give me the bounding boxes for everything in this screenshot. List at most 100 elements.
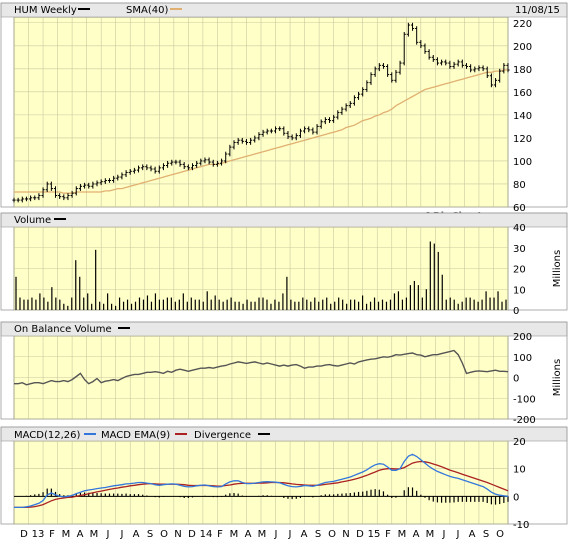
price-bar — [16, 197, 20, 203]
x-tick-label: F — [217, 529, 223, 540]
price-bar — [257, 132, 261, 141]
x-tick-label: M — [426, 529, 435, 540]
price-bar — [37, 193, 41, 201]
price-bar — [186, 164, 190, 171]
x-tick-label: 13 — [32, 529, 45, 540]
price-bar — [319, 119, 323, 129]
price-bar — [219, 158, 224, 166]
price-bar — [244, 139, 249, 145]
y-tick-label: 220 — [513, 19, 532, 30]
price-bar — [107, 178, 112, 183]
price-bar — [502, 63, 506, 74]
divergence-legend-label: Divergence — [194, 430, 251, 441]
price-bar — [116, 174, 120, 181]
x-tick-label: N — [342, 529, 349, 540]
price-bar — [145, 164, 149, 171]
y-tick-label: 60 — [513, 203, 526, 214]
x-tick-label: S — [147, 529, 153, 540]
price-bar — [481, 65, 485, 72]
price-bar — [120, 172, 124, 180]
price-bar — [132, 167, 136, 174]
obv-title: On Balance Volume — [14, 324, 112, 335]
price-bar — [41, 187, 45, 198]
price-bar — [49, 181, 53, 191]
price-bar — [469, 64, 473, 73]
price-bar — [141, 164, 145, 171]
price-bar — [33, 195, 37, 201]
price-bar — [265, 128, 269, 135]
x-tick-label: A — [77, 529, 84, 540]
price-bar — [282, 126, 286, 136]
y-tick-label: 10 — [513, 465, 526, 476]
x-tick-label: D — [20, 529, 28, 540]
price-bar — [203, 157, 207, 164]
y-tick-label: 200 — [513, 332, 532, 343]
price-bar — [394, 69, 398, 83]
price-bar — [444, 59, 448, 66]
ticker-label: HUM Weekly — [14, 5, 77, 16]
price-bar — [70, 190, 74, 198]
price-bar — [165, 160, 170, 168]
y-tick-label: 10 — [513, 285, 526, 296]
price-bar — [273, 126, 278, 134]
x-tick-label: M — [90, 529, 99, 540]
x-tick-label: A — [133, 529, 140, 540]
price-bar — [431, 55, 435, 62]
price-bar — [294, 133, 298, 141]
price-bar — [439, 59, 444, 66]
y-tick-label: 0 — [513, 492, 519, 503]
price-bar — [460, 59, 464, 68]
price-bar — [477, 65, 481, 72]
price-bar — [211, 159, 215, 167]
price-bar — [448, 60, 452, 69]
y-tick-label: -10 — [513, 520, 529, 531]
macd-ema-legend-label: MACD EMA(9) — [101, 430, 170, 441]
price-bar — [356, 91, 361, 100]
price-bar — [415, 26, 419, 45]
price-bar — [58, 193, 62, 199]
price-bar — [377, 63, 381, 72]
price-bar — [286, 131, 290, 140]
price-bar — [369, 72, 373, 85]
x-tick-label: J — [120, 529, 124, 540]
price-bar — [427, 49, 431, 60]
x-tick-label: J — [456, 529, 460, 540]
price-bar — [307, 126, 311, 133]
price-bar — [406, 22, 410, 37]
price-bar — [236, 137, 240, 145]
y-tick-label: 140 — [513, 111, 532, 122]
price-bar — [456, 59, 460, 67]
x-tick-label: F — [49, 529, 55, 540]
price-bar — [112, 175, 116, 183]
macd-line — [14, 453, 509, 509]
panel: -200 -100 0 100 200 On Balance Volume Millions — [0, 321, 568, 426]
y-tick-label: -100 — [513, 394, 536, 405]
price-bar — [348, 101, 352, 108]
price-bar — [269, 128, 273, 134]
x-tick-label: 14 — [200, 529, 213, 540]
price-bar — [20, 196, 24, 203]
x-tick-label: O — [160, 529, 168, 540]
volume-title: Volume — [14, 215, 51, 226]
x-tick-label: M — [398, 529, 407, 540]
price-bar — [493, 78, 498, 88]
unit-label: Millions — [552, 359, 563, 396]
macd-ema-line — [14, 460, 509, 509]
price-bar — [290, 134, 294, 141]
price-bar — [327, 117, 332, 123]
price-bar — [435, 57, 440, 66]
price-bar — [228, 144, 232, 157]
price-bar — [124, 170, 128, 178]
panel: 60 80 100 120 140 160 180 200 220 HUM Weekly SMA(4… — [0, 2, 568, 222]
panel: 0 10 20 30 40 Volume Millions — [0, 212, 568, 317]
price-bar — [278, 126, 282, 131]
obv-line — [14, 349, 509, 386]
price-bar — [365, 80, 369, 92]
price-bar — [12, 197, 16, 203]
price-bar — [452, 61, 456, 69]
y-tick-label: 100 — [513, 157, 532, 168]
y-tick-label: 0 — [513, 374, 519, 385]
price-bar — [402, 31, 406, 66]
unit-label: Millions — [552, 250, 563, 287]
